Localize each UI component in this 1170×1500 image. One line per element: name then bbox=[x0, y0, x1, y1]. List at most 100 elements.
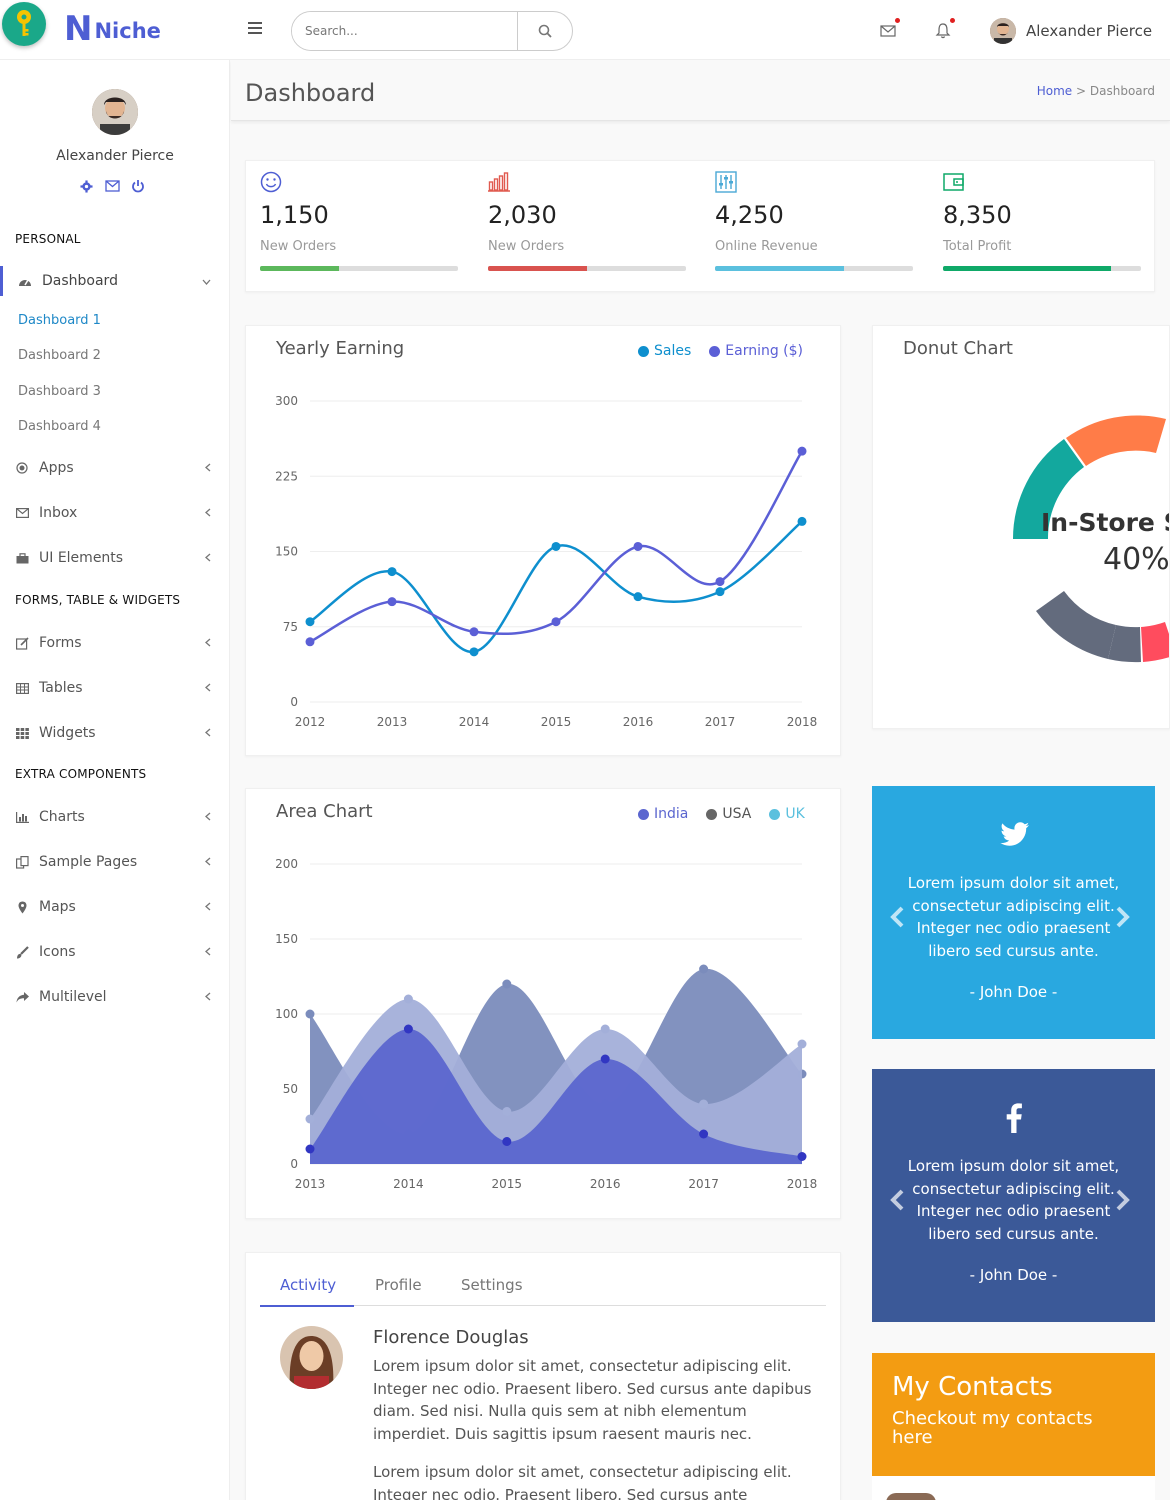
menu-toggle-icon[interactable] bbox=[248, 22, 262, 36]
tab-activity[interactable]: Activity bbox=[280, 1276, 337, 1294]
sidebar-subitem-dashboard-3[interactable]: Dashboard 3 bbox=[18, 384, 101, 399]
grid-icon bbox=[15, 726, 29, 740]
data-point bbox=[502, 979, 512, 989]
chevron-left-icon bbox=[205, 636, 211, 650]
stat-label: New Orders bbox=[488, 239, 565, 254]
sidebar-item-label: Apps bbox=[39, 460, 74, 476]
power-icon[interactable] bbox=[130, 178, 146, 194]
sidebar-item-sample-pages[interactable]: Sample Pages bbox=[0, 847, 229, 877]
nav-header-forms-tables-widgets: FORMS, TABLE & WIDGETS bbox=[15, 593, 181, 607]
x-tick-label: 2017 bbox=[688, 1177, 719, 1191]
chevron-left-icon bbox=[205, 855, 211, 869]
x-tick-label: 2017 bbox=[705, 715, 736, 729]
donut-segment[interactable] bbox=[1036, 591, 1116, 659]
sidebar-item-icons[interactable]: Icons bbox=[0, 937, 229, 967]
profile-avatar[interactable] bbox=[92, 89, 138, 135]
sidebar-item-forms[interactable]: Forms bbox=[0, 628, 229, 658]
legend-item-usa[interactable]: USA bbox=[706, 806, 751, 822]
data-point bbox=[305, 637, 315, 647]
sidebar-item-ui-elements[interactable]: UI Elements bbox=[0, 543, 229, 573]
sidebar-item-label: Widgets bbox=[39, 725, 96, 741]
data-point bbox=[305, 1009, 315, 1019]
data-point bbox=[469, 647, 479, 657]
data-point bbox=[797, 516, 807, 526]
tab-settings[interactable]: Settings bbox=[461, 1276, 523, 1294]
sidebar-item-dashboard[interactable]: Dashboard bbox=[0, 266, 229, 296]
data-point bbox=[403, 994, 413, 1004]
gear-icon[interactable] bbox=[78, 178, 94, 194]
yearly-earning-card: Yearly Earning Sales Earning ($) 0 75 150 2… bbox=[245, 325, 841, 756]
stat-progress-fill bbox=[715, 266, 844, 271]
mail-icon[interactable] bbox=[880, 18, 900, 40]
chevron-left-icon bbox=[205, 945, 211, 959]
bell-notification-dot bbox=[950, 18, 955, 23]
legend-label: India bbox=[654, 806, 689, 822]
carousel-next-icon[interactable] bbox=[1112, 1188, 1132, 1212]
sidebar-subitem-dashboard-2[interactable]: Dashboard 2 bbox=[18, 348, 101, 363]
card-title: Yearly Earning bbox=[276, 338, 405, 359]
user-name: Alexander Pierce bbox=[1026, 22, 1153, 40]
data-point bbox=[715, 577, 725, 587]
legend-label: UK bbox=[785, 806, 805, 822]
stat-label: Total Profit bbox=[943, 239, 1012, 254]
sidebar-subitem-dashboard-4[interactable]: Dashboard 4 bbox=[18, 419, 101, 434]
activity-card bbox=[245, 1252, 841, 1500]
tab-profile[interactable]: Profile bbox=[375, 1276, 422, 1294]
legend-item-sales[interactable]: Sales bbox=[638, 343, 691, 359]
sidebar-item-inbox[interactable]: Inbox bbox=[0, 498, 229, 528]
user-menu[interactable]: Alexander Pierce bbox=[990, 18, 1152, 44]
bell-icon[interactable] bbox=[935, 18, 955, 40]
profile-name: Alexander Pierce bbox=[56, 148, 174, 164]
donut-chart-card: Donut Chart In-Store Sales 40% bbox=[872, 325, 1170, 729]
envelope-icon[interactable] bbox=[104, 178, 120, 194]
legend-swatch bbox=[769, 808, 781, 820]
stat-progress-fill bbox=[943, 266, 1112, 271]
table-icon bbox=[15, 681, 29, 695]
donut-segment[interactable] bbox=[1012, 439, 1084, 539]
search-input[interactable] bbox=[292, 12, 518, 50]
carousel-prev-icon[interactable] bbox=[888, 905, 908, 929]
legend-label: USA bbox=[722, 806, 752, 822]
brand-logo[interactable]: N Niche bbox=[64, 9, 161, 49]
sidebar-item-charts[interactable]: Charts bbox=[0, 802, 229, 832]
donut-segment[interactable] bbox=[1066, 415, 1166, 466]
brand-letter: N bbox=[64, 9, 93, 49]
stat-item: 2,030 New Orders bbox=[488, 171, 686, 271]
carousel-next-icon[interactable] bbox=[1112, 905, 1132, 929]
key-logo-icon[interactable] bbox=[2, 2, 46, 46]
legend-item-earning[interactable]: Earning ($) bbox=[709, 343, 803, 359]
data-point bbox=[387, 567, 397, 577]
map-pin-icon bbox=[15, 900, 29, 914]
sidebar-subitem-dashboard-1[interactable]: Dashboard 1 bbox=[18, 313, 101, 328]
briefcase-icon bbox=[15, 551, 29, 565]
search-box bbox=[291, 11, 573, 51]
sidebar-item-widgets[interactable]: Widgets bbox=[0, 718, 229, 748]
legend-item-india[interactable]: India bbox=[638, 806, 688, 822]
legend-swatch bbox=[638, 345, 649, 357]
breadcrumb: Home > Dashboard bbox=[1037, 84, 1155, 98]
data-point bbox=[797, 1152, 807, 1161]
stats-card: 1,150 New Orders 2,030 New Orders 4,250 … bbox=[245, 160, 1155, 292]
activity-avatar[interactable] bbox=[280, 1326, 343, 1389]
legend-item-uk[interactable]: UK bbox=[769, 806, 805, 822]
sidebar-item-tables[interactable]: Tables bbox=[0, 673, 229, 703]
search-button[interactable] bbox=[517, 12, 572, 50]
sidebar-item-maps[interactable]: Maps bbox=[0, 892, 229, 922]
testimonial-quote: Lorem ipsum dolor sit amet, consectetur … bbox=[907, 874, 1120, 960]
page-title: Dashboard bbox=[245, 79, 376, 107]
x-tick-label: 2014 bbox=[459, 715, 490, 729]
stat-value: 8,350 bbox=[943, 201, 1012, 229]
chevron-left-icon bbox=[205, 990, 211, 1004]
donut-segment[interactable] bbox=[1108, 625, 1141, 663]
chevron-left-icon bbox=[205, 461, 211, 475]
sidebar-item-multilevel[interactable]: Multilevel bbox=[0, 982, 229, 1012]
sidebar-item-apps[interactable]: Apps bbox=[0, 453, 229, 483]
stat-progress-bar bbox=[943, 266, 1141, 271]
activity-text: Lorem ipsum dolor sit amet, consectetur … bbox=[373, 1357, 812, 1443]
search-icon bbox=[538, 24, 552, 38]
carousel-prev-icon[interactable] bbox=[888, 1188, 908, 1212]
contact-avatar[interactable] bbox=[886, 1493, 936, 1500]
brand-name: Niche bbox=[94, 19, 161, 43]
breadcrumb-home-link[interactable]: Home bbox=[1036, 84, 1073, 98]
donut-segment[interactable] bbox=[1141, 622, 1170, 662]
